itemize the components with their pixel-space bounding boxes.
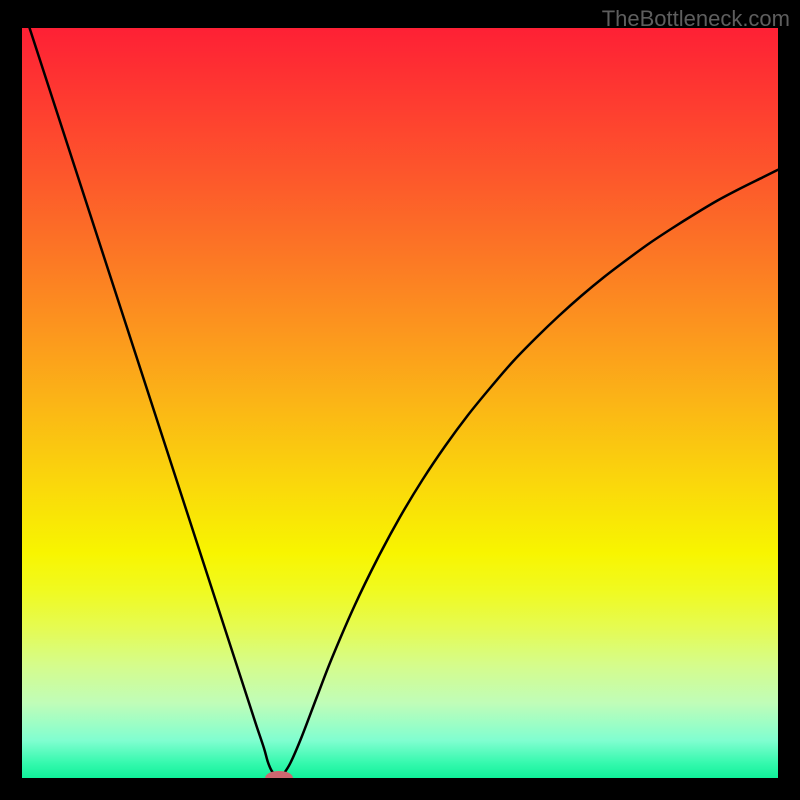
chart-svg (22, 28, 778, 778)
chart-area (22, 28, 778, 778)
